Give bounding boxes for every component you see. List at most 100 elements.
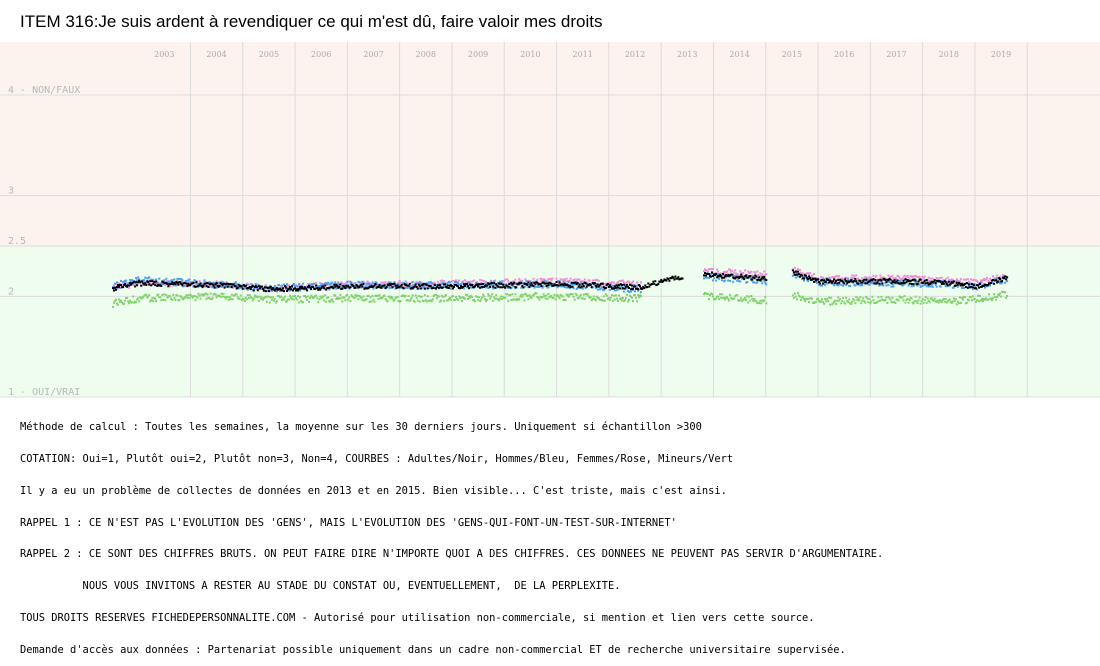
point-hommes xyxy=(224,285,227,288)
point-adultes xyxy=(190,282,193,285)
point-adultes xyxy=(614,286,617,289)
point-adultes xyxy=(374,283,377,285)
point-mineurs xyxy=(199,297,202,300)
point-adultes xyxy=(876,281,879,284)
point-mineurs xyxy=(617,294,620,297)
point-adultes xyxy=(901,282,904,285)
point-mineurs xyxy=(903,295,906,298)
point-adultes xyxy=(713,273,715,276)
point-adultes xyxy=(300,287,303,290)
point-mineurs xyxy=(994,295,997,298)
point-femmes xyxy=(602,284,605,287)
point-mineurs xyxy=(409,298,412,301)
point-adultes xyxy=(978,286,980,289)
point-adultes xyxy=(850,279,853,282)
point-femmes xyxy=(565,277,568,280)
point-adultes xyxy=(469,283,471,286)
point-mineurs xyxy=(359,295,362,298)
point-femmes xyxy=(903,274,906,277)
point-femmes xyxy=(983,278,985,280)
point-femmes xyxy=(458,279,460,282)
y-tick-label: 1 - OUI/VRAI xyxy=(8,387,80,398)
point-mineurs xyxy=(246,294,249,297)
point-hommes xyxy=(960,287,963,289)
point-femmes xyxy=(870,276,873,279)
point-mineurs xyxy=(825,300,828,303)
point-hommes xyxy=(803,279,805,282)
point-hommes xyxy=(718,277,721,280)
point-mineurs xyxy=(339,294,342,296)
point-adultes xyxy=(214,283,217,286)
point-femmes xyxy=(866,277,869,280)
point-femmes xyxy=(1002,274,1005,276)
point-femmes xyxy=(632,280,634,283)
point-adultes xyxy=(581,282,584,285)
point-adultes xyxy=(258,287,261,290)
point-adultes xyxy=(831,281,834,284)
point-mineurs xyxy=(456,297,458,300)
point-mineurs xyxy=(919,302,922,305)
point-mineurs xyxy=(195,295,198,298)
point-mineurs xyxy=(210,298,213,301)
point-femmes xyxy=(590,282,593,285)
point-adultes xyxy=(463,283,465,286)
point-mineurs xyxy=(821,298,824,301)
notes-block: Méthode de calcul : Toutes les semaines,… xyxy=(20,401,883,666)
point-hommes xyxy=(842,284,845,287)
point-hommes xyxy=(956,285,959,288)
point-hommes xyxy=(375,281,378,284)
point-femmes xyxy=(820,275,823,278)
band-upper xyxy=(0,42,1100,246)
point-adultes xyxy=(187,282,190,285)
point-hommes xyxy=(525,280,528,283)
point-hommes xyxy=(445,282,448,285)
point-femmes xyxy=(989,277,991,280)
point-mineurs xyxy=(729,293,732,296)
point-femmes xyxy=(485,280,488,283)
point-mineurs xyxy=(188,297,191,300)
point-mineurs xyxy=(864,301,867,304)
point-adultes xyxy=(762,277,765,280)
point-mineurs xyxy=(248,294,251,297)
point-adultes xyxy=(833,278,836,281)
point-hommes xyxy=(939,285,942,288)
point-femmes xyxy=(628,280,630,283)
point-adultes xyxy=(916,282,919,285)
point-mineurs xyxy=(961,298,964,301)
point-mineurs xyxy=(368,300,371,303)
point-mineurs xyxy=(889,298,892,301)
point-hommes xyxy=(791,274,794,277)
point-adultes xyxy=(871,279,874,282)
point-adultes xyxy=(795,273,798,276)
point-mineurs xyxy=(347,298,350,301)
point-hommes xyxy=(125,279,128,282)
point-adultes xyxy=(324,284,327,287)
point-adultes xyxy=(234,285,237,288)
point-hommes xyxy=(992,282,994,285)
point-adultes xyxy=(126,285,129,288)
point-adultes xyxy=(660,279,663,281)
point-mineurs xyxy=(121,301,124,304)
point-adultes xyxy=(628,287,630,289)
point-mineurs xyxy=(477,299,480,302)
point-hommes xyxy=(636,284,638,287)
point-mineurs xyxy=(902,299,905,302)
point-mineurs xyxy=(877,296,880,299)
point-hommes xyxy=(746,281,749,283)
point-adultes xyxy=(147,281,150,284)
point-adultes xyxy=(855,280,858,283)
point-femmes xyxy=(723,270,726,273)
point-adultes xyxy=(117,284,119,286)
point-mineurs xyxy=(723,296,726,299)
point-adultes xyxy=(987,284,989,286)
point-mineurs xyxy=(573,298,576,301)
point-hommes xyxy=(703,277,705,280)
point-hommes xyxy=(733,275,736,278)
point-adultes xyxy=(607,286,610,288)
point-hommes xyxy=(996,277,999,280)
point-mineurs xyxy=(728,299,731,302)
point-femmes xyxy=(583,278,586,281)
point-mineurs xyxy=(365,298,368,301)
point-mineurs xyxy=(350,294,353,297)
point-adultes xyxy=(895,280,898,283)
